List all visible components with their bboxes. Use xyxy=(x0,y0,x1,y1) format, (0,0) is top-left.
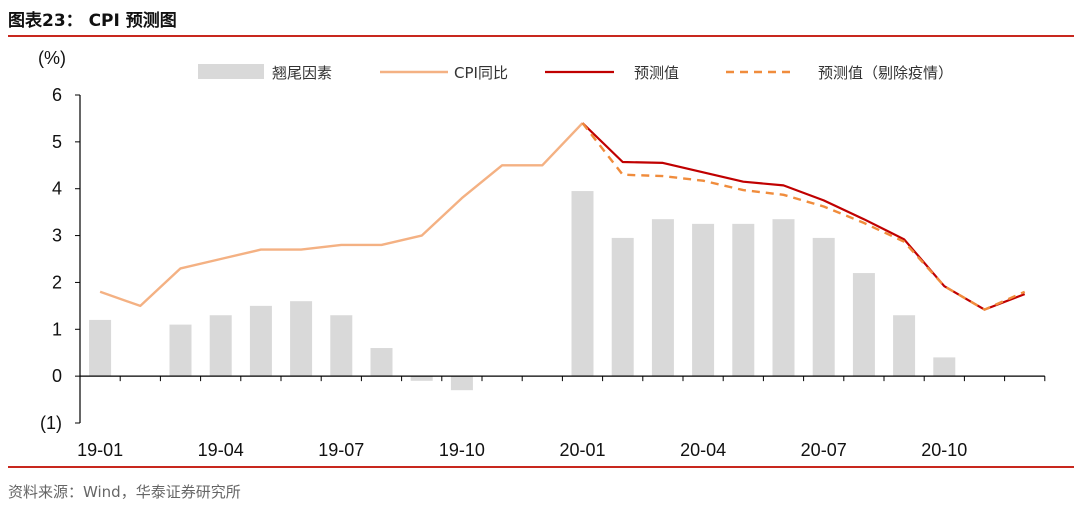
bar-20-05 xyxy=(732,223,755,377)
y-axis: 6 5 4 3 2 1 0 (1) (%) xyxy=(38,48,81,433)
bar-20-09 xyxy=(893,315,916,377)
legend-swatch-bar xyxy=(198,64,264,79)
bar-20-06 xyxy=(772,219,795,377)
bar-19-01 xyxy=(89,319,112,377)
y-tick-label: 1 xyxy=(52,319,62,339)
bar-20-03 xyxy=(651,219,674,377)
bar-20-08 xyxy=(852,273,875,377)
bar-19-06 xyxy=(290,301,313,377)
x-tick-label: 19-01 xyxy=(77,440,123,460)
bar-19-08 xyxy=(370,348,393,377)
y-tick-label: 6 xyxy=(52,85,62,105)
x-tick-label: 20-07 xyxy=(801,440,847,460)
bar-20-02 xyxy=(611,237,634,377)
bar-19-07 xyxy=(330,315,353,377)
chart-legend: 翘尾因素 CPI同比 预测值 预测值（剔除疫情） xyxy=(198,64,953,82)
y-tick-label: (1) xyxy=(40,413,62,433)
x-tick-label: 19-07 xyxy=(318,440,364,460)
x-tick-label: 19-10 xyxy=(439,440,485,460)
bar-20-07 xyxy=(812,237,835,377)
title-rule xyxy=(8,35,1074,37)
x-tick-label: 19-04 xyxy=(198,440,244,460)
legend-label-forecast-excl: 预测值（剔除疫情） xyxy=(818,64,953,82)
legend-label-bar: 翘尾因素 xyxy=(272,64,332,82)
figure-title: 图表23： CPI 预测图 xyxy=(8,11,177,31)
x-axis: 19-01 19-04 19-07 19-10 20-01 20-04 20-07 20-10 xyxy=(77,375,1046,460)
x-tick-label: 20-01 xyxy=(559,440,605,460)
line-series xyxy=(99,122,1026,311)
bar-19-04 xyxy=(209,315,232,377)
bar-series xyxy=(89,191,956,391)
y-tick-label: 4 xyxy=(52,179,62,199)
bar-19-03 xyxy=(169,324,192,377)
bar-20-04 xyxy=(692,223,715,377)
y-tick-label: 3 xyxy=(52,226,62,246)
bar-20-01 xyxy=(571,191,594,377)
legend-label-forecast: 预测值 xyxy=(634,64,679,82)
x-tick-label: 20-10 xyxy=(921,440,967,460)
forecast-excl-epidemic-line xyxy=(581,122,1026,311)
y-tick-label: 5 xyxy=(52,132,62,152)
bar-19-05 xyxy=(249,305,272,377)
y-unit-label: (%) xyxy=(38,48,66,68)
cpi-forecast-chart: 翘尾因素 CPI同比 预测值 预测值（剔除疫情） 6 5 4 3 2 1 0 (1) (%) 19-0… xyxy=(38,48,1046,460)
source-rule xyxy=(8,466,1074,468)
x-tick-label: 20-04 xyxy=(680,440,726,460)
cpi-yoy-line xyxy=(99,122,584,308)
bar-19-09 xyxy=(410,376,433,381)
source-note: 资料来源：Wind，华泰证券研究所 xyxy=(8,483,241,501)
forecast-line xyxy=(581,122,1026,311)
y-tick-label: 2 xyxy=(52,272,62,292)
bar-20-10 xyxy=(933,357,956,377)
bar-19-10 xyxy=(450,376,473,391)
legend-label-cpi: CPI同比 xyxy=(454,64,508,82)
y-tick-label: 0 xyxy=(52,366,62,386)
